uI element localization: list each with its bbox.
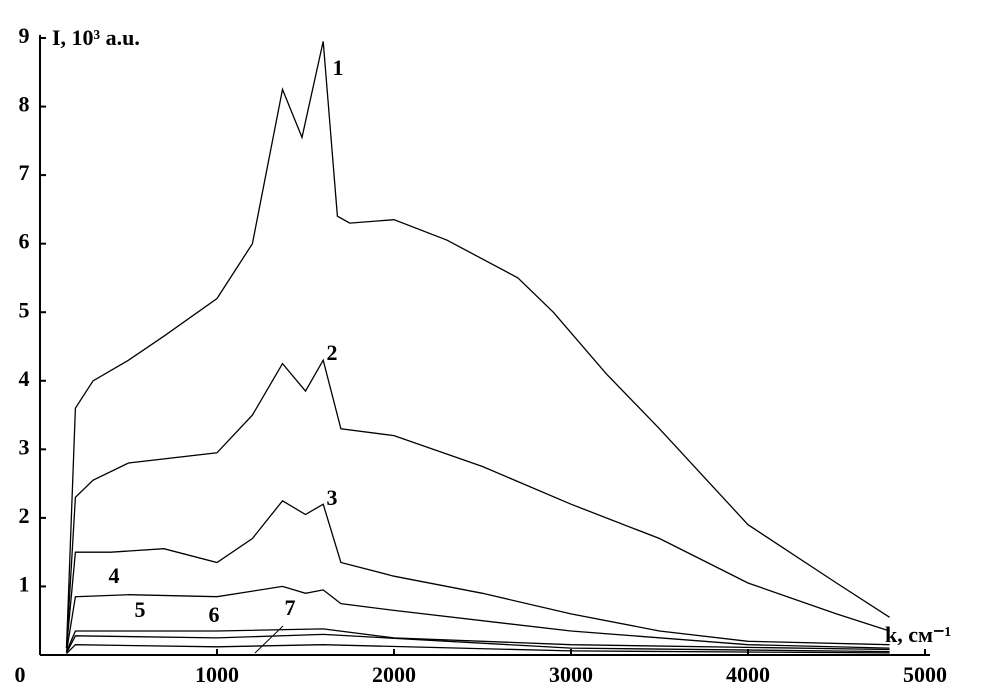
series-line: [65, 633, 890, 654]
x-tick-label: 1000: [195, 662, 239, 687]
series-label: 6: [209, 602, 220, 627]
series-label: 1: [333, 55, 344, 80]
x-tick-label: 0: [15, 662, 26, 687]
y-tick-label: 5: [19, 297, 30, 322]
series-line: [65, 628, 890, 652]
x-tick-label: 4000: [726, 662, 770, 687]
series-label: 2: [327, 340, 338, 365]
y-tick-label: 6: [19, 229, 30, 254]
y-tick-label: 4: [19, 366, 30, 391]
series-label: 4: [109, 563, 120, 588]
series-line: [65, 499, 890, 649]
y-axis-label: I, 10³ a.u.: [52, 25, 140, 50]
y-tick-label: 3: [19, 434, 30, 459]
y-tick-label: 9: [19, 23, 30, 48]
y-tick-label: 2: [19, 503, 30, 528]
x-tick-label: 2000: [372, 662, 416, 687]
series-line: [65, 41, 890, 649]
x-tick-label: 5000: [903, 662, 947, 687]
y-tick-label: 8: [19, 92, 30, 117]
x-axis-label: k, см⁻¹: [885, 622, 951, 647]
label-pointer: [254, 625, 284, 654]
y-tick-label: 7: [19, 160, 30, 185]
series-label: 7: [285, 595, 296, 620]
series-line: [66, 644, 890, 655]
series-label: 3: [327, 485, 338, 510]
y-tick-label: 1: [19, 571, 30, 596]
series-line: [65, 358, 890, 649]
series-label: 5: [135, 597, 146, 622]
x-tick-label: 3000: [549, 662, 593, 687]
series-line: [65, 585, 890, 652]
